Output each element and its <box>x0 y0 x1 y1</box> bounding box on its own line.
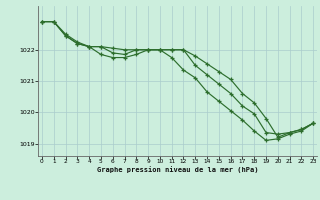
X-axis label: Graphe pression niveau de la mer (hPa): Graphe pression niveau de la mer (hPa) <box>97 167 258 173</box>
